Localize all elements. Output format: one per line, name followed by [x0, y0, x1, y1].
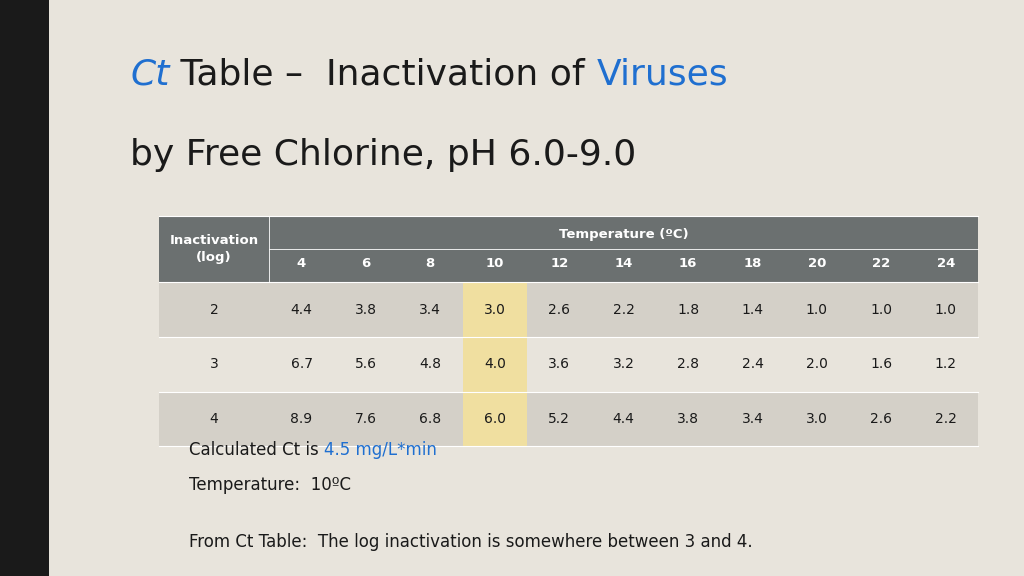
Text: 2.4: 2.4: [741, 357, 763, 372]
Text: 3.2: 3.2: [612, 357, 635, 372]
FancyBboxPatch shape: [463, 282, 527, 337]
Text: by Free Chlorine, pH 6.0-9.0: by Free Chlorine, pH 6.0-9.0: [130, 138, 636, 172]
Text: 1.2: 1.2: [935, 357, 956, 372]
Text: 2.6: 2.6: [870, 412, 892, 426]
Text: 1.4: 1.4: [741, 302, 764, 317]
Text: 3.6: 3.6: [548, 357, 570, 372]
Text: 1.0: 1.0: [870, 302, 892, 317]
Text: 2: 2: [210, 302, 218, 317]
Text: 2.0: 2.0: [806, 357, 827, 372]
Text: 4: 4: [297, 257, 306, 270]
Text: 3.0: 3.0: [484, 302, 506, 317]
Text: 12: 12: [550, 257, 568, 270]
Text: 1.0: 1.0: [806, 302, 827, 317]
Text: 4.5 mg/L*min: 4.5 mg/L*min: [325, 441, 437, 458]
Text: 20: 20: [808, 257, 826, 270]
Text: 22: 22: [872, 257, 891, 270]
Text: 1.8: 1.8: [677, 302, 699, 317]
FancyBboxPatch shape: [159, 392, 978, 446]
Text: 24: 24: [937, 257, 955, 270]
FancyBboxPatch shape: [159, 282, 978, 337]
Text: 4.4: 4.4: [291, 302, 312, 317]
Text: 3.0: 3.0: [806, 412, 827, 426]
FancyBboxPatch shape: [0, 0, 49, 576]
Text: 6.7: 6.7: [291, 357, 312, 372]
Text: 6.8: 6.8: [419, 412, 441, 426]
Text: 3.4: 3.4: [420, 302, 441, 317]
Text: 4.4: 4.4: [612, 412, 635, 426]
FancyBboxPatch shape: [463, 337, 527, 392]
Text: Table –  Inactivation of: Table – Inactivation of: [169, 58, 597, 92]
Text: Temperature (ºC): Temperature (ºC): [559, 228, 688, 241]
Text: Calculated Ct is: Calculated Ct is: [189, 441, 325, 458]
Text: 10: 10: [485, 257, 504, 270]
Text: Ct: Ct: [130, 58, 169, 92]
Text: 4.8: 4.8: [420, 357, 441, 372]
Text: 5.2: 5.2: [548, 412, 570, 426]
Text: 6: 6: [361, 257, 371, 270]
Text: 2.2: 2.2: [612, 302, 635, 317]
Text: 8: 8: [426, 257, 435, 270]
Text: 3: 3: [210, 357, 218, 372]
Text: 7.6: 7.6: [355, 412, 377, 426]
FancyBboxPatch shape: [159, 216, 978, 282]
FancyBboxPatch shape: [159, 337, 978, 392]
Text: Inactivation
(log): Inactivation (log): [169, 234, 259, 264]
Text: 1.6: 1.6: [870, 357, 892, 372]
Text: 3.4: 3.4: [741, 412, 763, 426]
Text: Temperature:  10ºC: Temperature: 10ºC: [189, 476, 351, 494]
Text: 2.6: 2.6: [548, 302, 570, 317]
Text: 4: 4: [210, 412, 218, 426]
Text: From Ct Table:  The log inactivation is somewhere between 3 and 4.: From Ct Table: The log inactivation is s…: [189, 533, 753, 551]
Text: 4.0: 4.0: [484, 357, 506, 372]
Text: 1.0: 1.0: [935, 302, 956, 317]
FancyBboxPatch shape: [463, 392, 527, 446]
Text: 6.0: 6.0: [483, 412, 506, 426]
Text: 5.6: 5.6: [355, 357, 377, 372]
Text: 3.8: 3.8: [355, 302, 377, 317]
Text: 8.9: 8.9: [291, 412, 312, 426]
Text: 2.8: 2.8: [677, 357, 699, 372]
Text: 14: 14: [614, 257, 633, 270]
Text: 3.8: 3.8: [677, 412, 699, 426]
Text: 16: 16: [679, 257, 697, 270]
Text: 2.2: 2.2: [935, 412, 956, 426]
Text: Viruses: Viruses: [597, 58, 728, 92]
Text: 18: 18: [743, 257, 762, 270]
